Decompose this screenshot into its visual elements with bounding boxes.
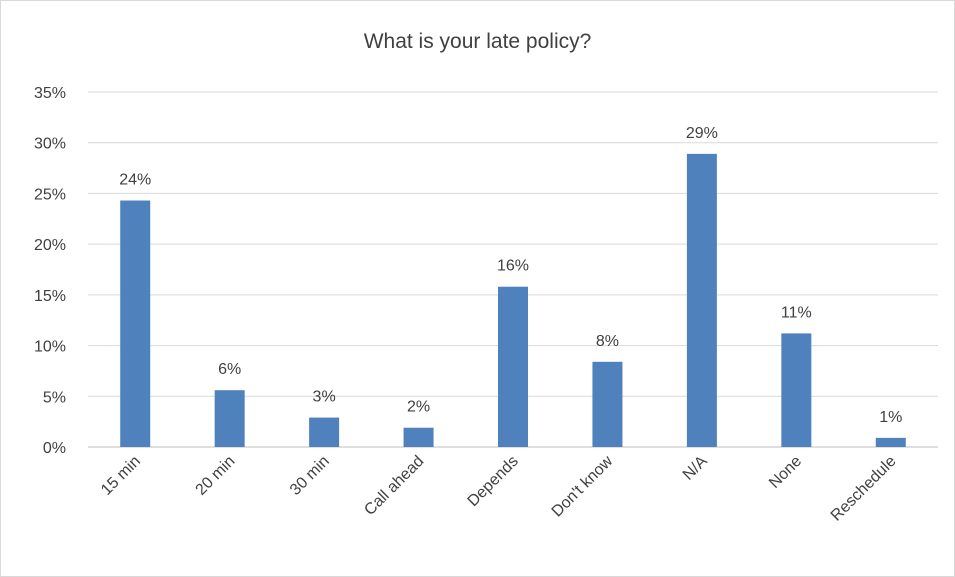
data-label: 3%	[313, 389, 336, 406]
bar	[781, 333, 812, 447]
y-tick-label: 5%	[43, 389, 66, 406]
bar	[592, 361, 623, 447]
x-tick-label: N/A	[680, 453, 711, 484]
x-tick-label: 30 min	[287, 453, 333, 499]
bar	[875, 437, 906, 447]
x-tick-label: None	[766, 453, 805, 492]
y-tick-label: 0%	[43, 440, 66, 457]
data-label: 24%	[119, 172, 151, 189]
bar	[309, 417, 340, 447]
x-tick-label: Reschedule	[828, 453, 900, 525]
data-label: 8%	[596, 333, 619, 350]
y-tick-label: 30%	[34, 136, 66, 153]
x-tick-label: Depends	[465, 453, 522, 510]
chart-title: What is your late policy?	[363, 30, 592, 53]
x-tick-label: Don't know	[549, 452, 617, 520]
data-label: 29%	[686, 125, 718, 142]
y-tick-label: 15%	[34, 288, 66, 305]
x-tick-label: 20 min	[193, 453, 239, 499]
y-tick-label: 10%	[34, 339, 66, 356]
x-tick-label: Call ahead	[361, 453, 427, 519]
y-tick-label: 25%	[34, 186, 66, 203]
y-tick-label: 20%	[34, 237, 66, 254]
data-label: 16%	[497, 258, 529, 275]
bar	[214, 390, 245, 447]
bar	[120, 200, 151, 447]
data-label: 2%	[407, 399, 430, 416]
bar	[403, 427, 434, 447]
bar	[686, 153, 717, 447]
data-label: 11%	[781, 304, 812, 321]
y-tick-label: 35%	[34, 85, 66, 102]
x-tick-label: 15 min	[98, 453, 144, 499]
bar	[498, 286, 528, 447]
data-label: 6%	[218, 361, 241, 378]
data-label: 1%	[879, 409, 902, 426]
